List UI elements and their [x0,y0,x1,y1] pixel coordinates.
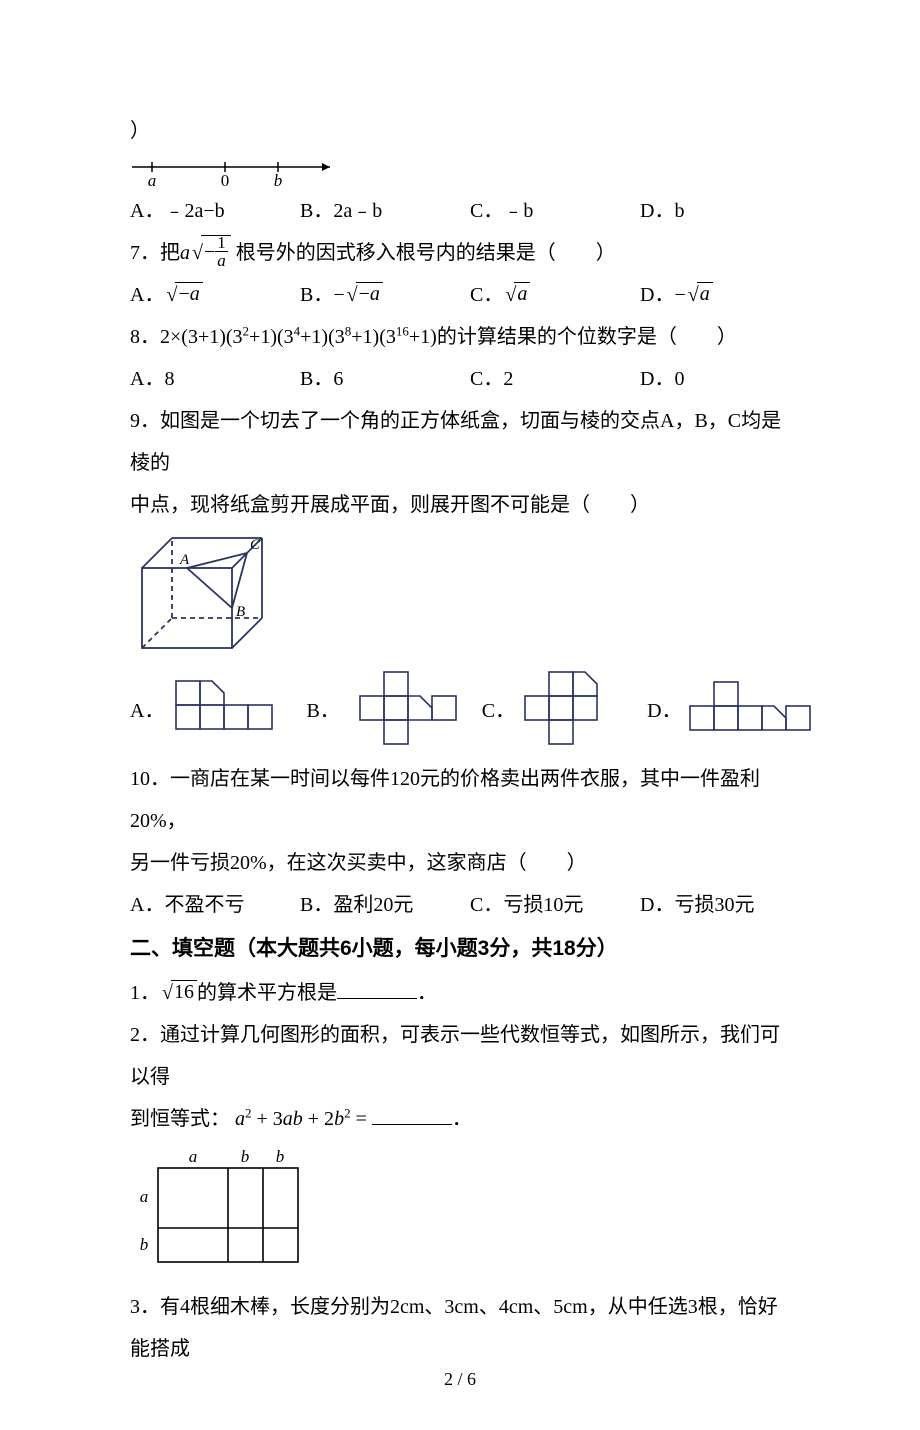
f2-figure: a b b a b [130,1146,790,1276]
svg-text:b: b [276,1147,285,1166]
f2-dot: ． [452,1108,472,1130]
q10-opt-a: A．不盈不亏 [130,884,300,926]
page-number: 2 / 6 [0,1369,920,1390]
q9-label-c: C [250,537,261,553]
q9-line2: 中点，现将纸盒剪开展成平面，则展开图不可能是（ ） [130,484,790,526]
q7-options: A．√−a B．−√−a C．√a D．−√a [130,274,790,316]
f2-pref: 到恒等式： [130,1108,230,1130]
q9-net-b [344,668,464,748]
q10-line1: 10．一商店在某一时间以每件120元的价格卖出两件衣服，其中一件盈利20%， [130,758,790,842]
q8-b: 的计算结果的个位数字是（ ） [437,326,737,348]
q9-net-c [519,668,629,748]
q6-opt-d: D．b [640,190,790,232]
svg-text:b: b [140,1235,149,1254]
svg-text:a: a [140,1187,149,1206]
q9-net-d [686,676,821,740]
q9-net-a [168,673,288,743]
q9-opt-b: B． [306,668,463,748]
section2-title: 二、填空题（本大题共6小题，每小题3分，共18分） [130,926,790,972]
q8-opt-c: C．2 [470,358,640,400]
f1-dot: ． [417,982,437,1004]
q6-opt-c: C．﹣b [470,190,640,232]
q8-options: A．8 B．6 C．2 D．0 [130,358,790,400]
q9-line1: 9．如图是一个切去了一个角的正方体纸盒，切面与棱的交点A，B，C均是棱的 [130,400,790,484]
q9-opt-c-label: C． [482,694,515,723]
q10-opt-d: D．亏损30元 [640,884,790,926]
q6-numberline: a 0 b [130,152,790,190]
q9-cube-figure: A B C [130,530,790,660]
svg-text:a: a [189,1147,198,1166]
q8-opt-b: B．6 [300,358,470,400]
f2-blank [372,1102,452,1125]
q9-opt-a: A． [130,673,288,743]
q6-opt-a: A．﹣2a−b [130,190,300,232]
svg-text:b: b [274,171,283,190]
q7-sqrt: √−1a [190,232,231,274]
q7-text-a: 7．把 [130,242,180,264]
q10-opt-c: C．亏损10元 [470,884,640,926]
q10-options: A．不盈不亏 B．盈利20元 C．亏损10元 D．亏损30元 [130,884,790,926]
q10-opt-b: B．盈利20元 [300,884,470,926]
f1-blank [337,976,417,999]
svg-text:a: a [148,171,157,190]
f1: 1．√16的算术平方根是 ． [130,972,790,1014]
q7-opt-d: D．−√a [640,274,790,316]
q8-opt-a: A．8 [130,358,300,400]
q9-label-b: B [236,604,245,620]
svg-text:0: 0 [221,171,230,190]
q10-line2: 另一件亏损20%，在这次买卖中，这家商店（ ） [130,842,790,884]
q7-text-b: 根号外的因式移入根号内的结果是（ ） [231,242,616,264]
q8-stem: 8．2×(3+1)(32+1)(34+1)(38+1)(316+1)的计算结果的… [130,316,790,358]
q8-expr: 2×(3+1)(32+1)(34+1)(38+1)(316+1) [160,326,437,348]
f1-sqrt: √16 [160,972,197,1014]
q9-opt-c: C． [482,668,629,748]
q8-a: 8． [130,326,160,348]
q6-options: A．﹣2a−b B．2a﹣b C．﹣b D．b [130,190,790,232]
page: ） a 0 b A．﹣2a−b B．2a﹣b C．﹣b D．b 7．把a√−1a… [0,0,920,1430]
q9-opt-b-label: B． [306,694,339,723]
f2-expr: a [235,1108,245,1130]
q7-opt-b: B．−√−a [300,274,470,316]
q7-opt-a: A．√−a [130,274,300,316]
q9-opt-d-label: D． [647,694,681,723]
f1-num: 1． [130,982,160,1004]
q9-options: A． B． [130,668,790,748]
q7-stem: 7．把a√−1a 根号外的因式移入根号内的结果是（ ） [130,232,790,274]
q8-opt-d: D．0 [640,358,790,400]
q9-opt-d: D． [647,676,820,740]
f2-line2: 到恒等式： a2 + 3ab + 2b2 = ． [130,1098,790,1140]
q7-opt-c: C．√a [470,274,640,316]
q7-expr: a [180,242,190,264]
q6-trail: ） [130,110,790,152]
q9-opt-a-label: A． [130,694,164,723]
q9-label-a: A [179,552,190,568]
svg-text:b: b [241,1147,250,1166]
f3-line1: 3．有4根细木棒，长度分别为2cm、3cm、4cm、5cm，从中任选3根，恰好能… [130,1286,790,1370]
f1-text: 的算术平方根是 [197,982,337,1004]
q6-opt-b: B．2a﹣b [300,190,470,232]
f2-line1: 2．通过计算几何图形的面积，可表示一些代数恒等式，如图所示，我们可以得 [130,1014,790,1098]
